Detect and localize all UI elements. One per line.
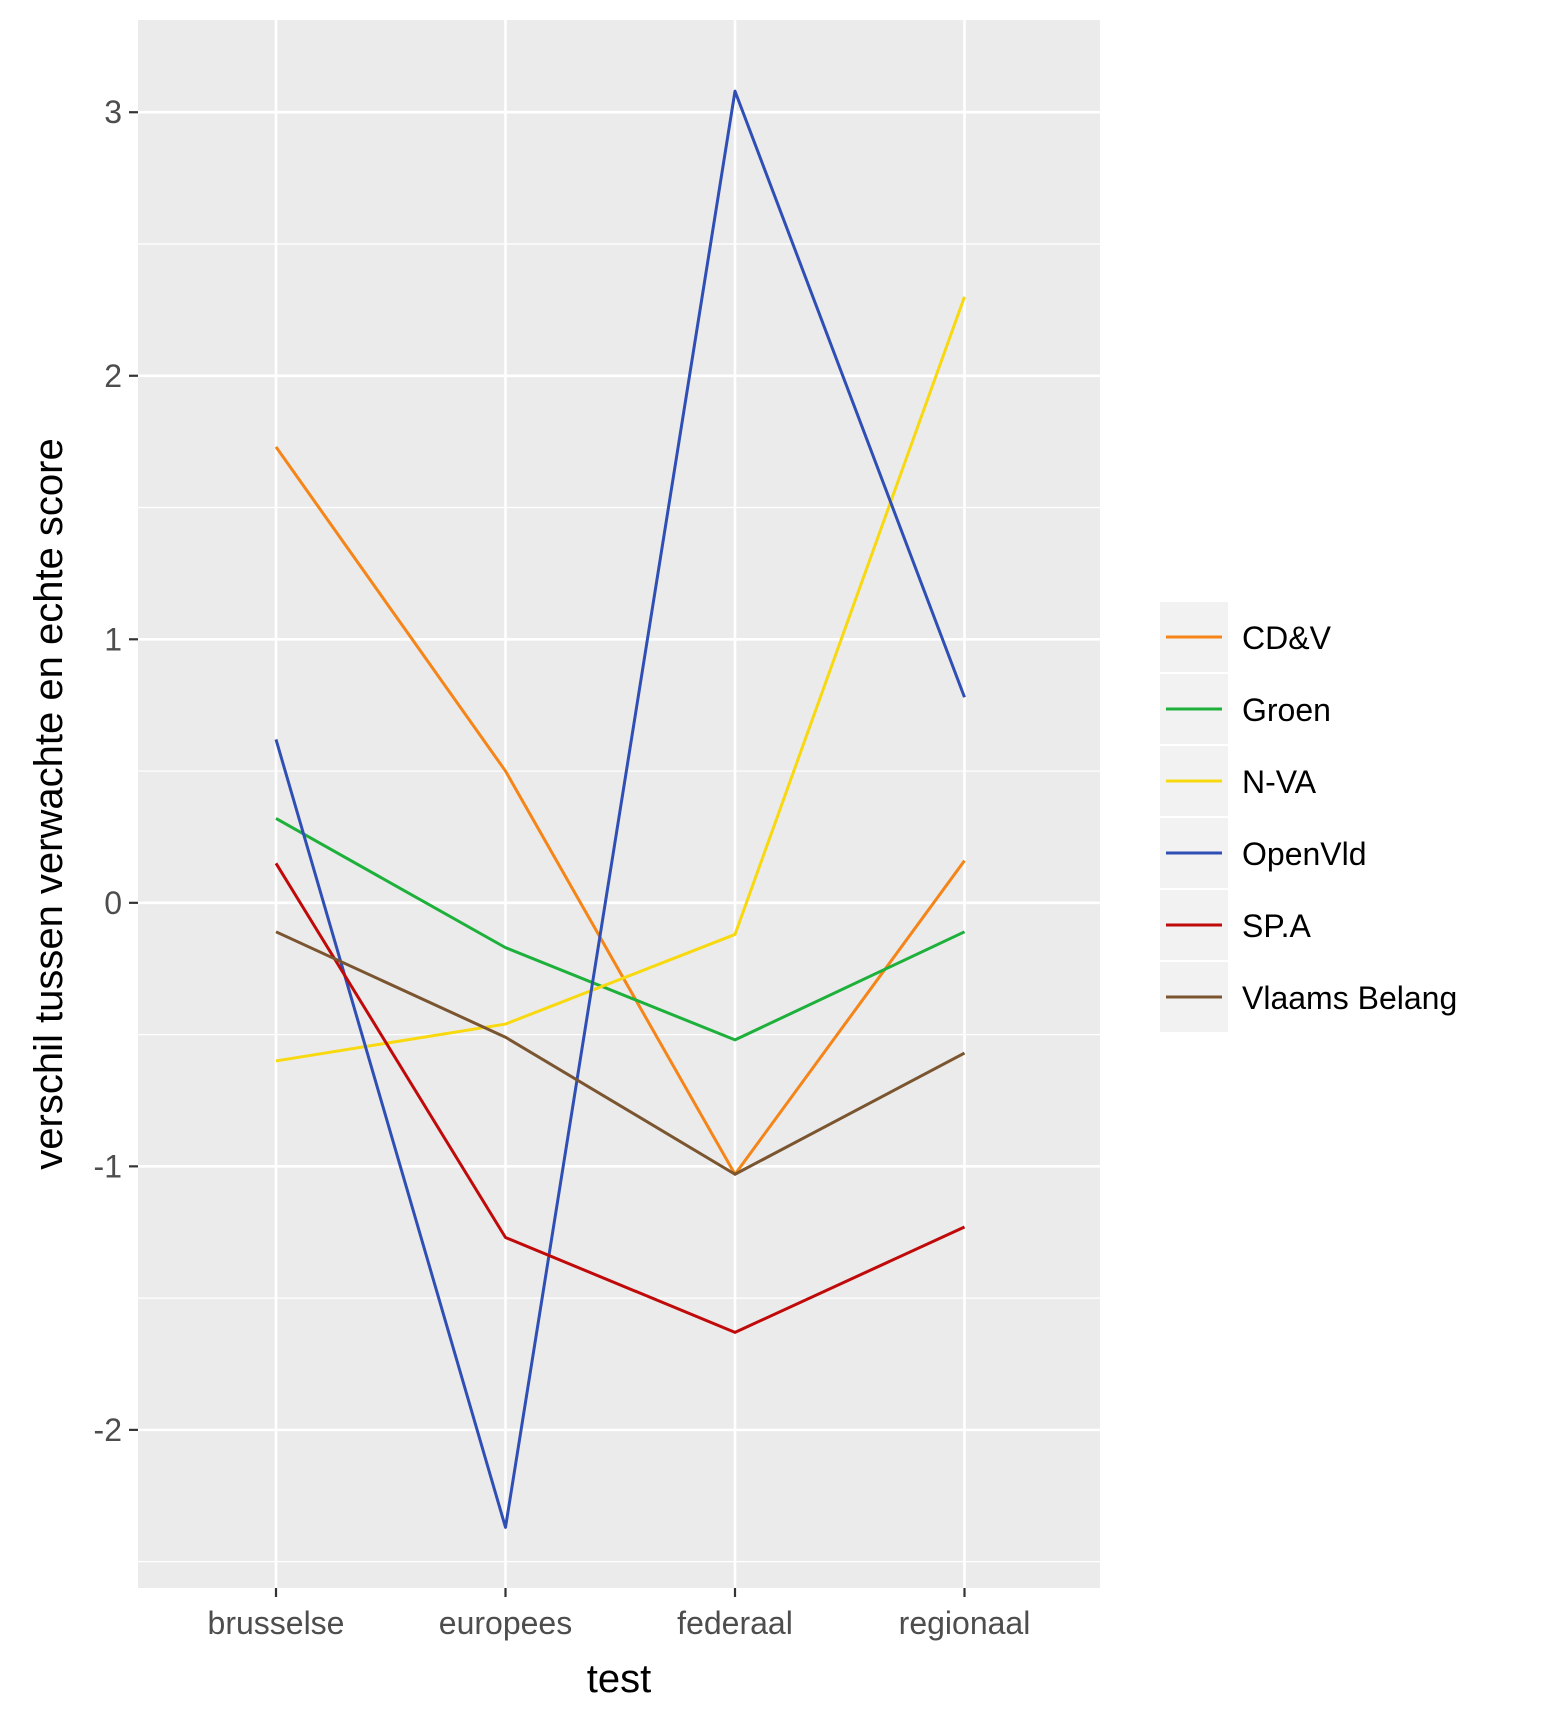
- legend-label: OpenVld: [1242, 836, 1367, 872]
- legend-label: Groen: [1242, 692, 1331, 728]
- y-tick-label: 0: [104, 885, 122, 921]
- series-line: [275, 930, 966, 1176]
- x-axis: brusselse europees federaal regionaal: [208, 1588, 1031, 1641]
- y-tick-label: 3: [104, 94, 122, 130]
- series-line: [274, 89, 966, 1529]
- series-line: [274, 862, 966, 1334]
- y-tick-label: 1: [104, 621, 122, 657]
- series-line: [275, 817, 966, 1042]
- plot-panel: [138, 20, 1100, 1588]
- legend-label: Vlaams Belang: [1242, 980, 1457, 1016]
- y-tick-label: -1: [94, 1148, 122, 1184]
- x-tick-label: europees: [439, 1605, 572, 1641]
- x-axis-title: test: [587, 1657, 651, 1701]
- series-layer: [274, 89, 966, 1529]
- series-line: [274, 446, 966, 1176]
- grid-minor: [138, 243, 1100, 1563]
- y-axis-title: verschil tussen verwachte en echte score: [27, 438, 71, 1169]
- series-line: [275, 296, 966, 1063]
- y-axis: -2 -1 0 1 2 3: [94, 94, 138, 1448]
- legend: CD&V Groen N-VA OpenVld SP.A Vlaams Belang: [1160, 602, 1457, 1032]
- x-tick-label: regionaal: [899, 1605, 1031, 1641]
- legend-label: N-VA: [1242, 764, 1317, 800]
- y-tick-label: -2: [94, 1412, 122, 1448]
- grid-major: [138, 20, 1100, 1588]
- x-tick-label: federaal: [677, 1605, 793, 1641]
- y-tick-label: 2: [104, 358, 122, 394]
- legend-label: CD&V: [1242, 620, 1332, 656]
- x-tick-label: brusselse: [208, 1605, 345, 1641]
- legend-label: SP.A: [1242, 908, 1311, 944]
